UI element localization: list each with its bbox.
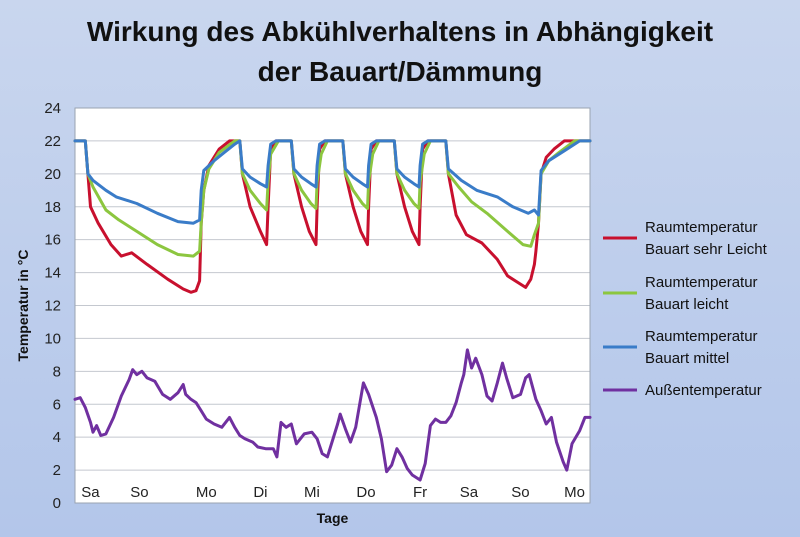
- y-tick-label: 22: [44, 133, 61, 150]
- x-tick-label: Do: [356, 484, 375, 501]
- y-tick-label: 14: [44, 265, 61, 282]
- legend-label-1: Bauart sehr Leicht: [645, 241, 768, 258]
- legend-label-3: Bauart mittel: [645, 350, 729, 367]
- y-tick-label: 2: [53, 462, 61, 479]
- legend: Raumtemperatur Bauart sehr Leicht Raumtemp…: [603, 219, 768, 399]
- series-line-4: [73, 348, 592, 482]
- legend-label-1: Raumtemperatur: [645, 219, 758, 236]
- y-tick-label: 8: [53, 363, 61, 380]
- series-lines: [73, 139, 592, 482]
- x-tick-label: Mi: [304, 484, 320, 501]
- legend-label-2: Bauart leicht: [645, 296, 729, 313]
- y-tick-label: 18: [44, 199, 61, 216]
- chart-title: Wirkung des Abkühlverhaltens in Abhängig…: [0, 12, 800, 92]
- y-tick-label: 10: [44, 330, 61, 347]
- legend-label-2: Raumtemperatur: [645, 274, 758, 291]
- y-tick-label: 20: [44, 166, 61, 183]
- x-tick-label: Di: [253, 484, 267, 501]
- y-tick-label: 0: [53, 495, 61, 512]
- x-axis-ticks: Sa So Mo Di Mi Do Fr Sa So Mo: [81, 484, 585, 501]
- x-tick-label: Fr: [413, 484, 427, 501]
- y-tick-label: 24: [44, 100, 61, 117]
- y-tick-label: 12: [44, 298, 61, 315]
- legend-label-3: Raumtemperatur: [645, 328, 758, 345]
- plot-area: [74, 107, 591, 504]
- x-tick-label: Sa: [81, 484, 100, 501]
- x-tick-label: Mo: [196, 484, 217, 501]
- legend-label-4: Außentemperatur: [645, 382, 762, 399]
- chart-title-line1: Wirkung des Abkühlverhaltens in Abhängig…: [86, 16, 714, 47]
- x-axis-label: Tage: [317, 510, 349, 526]
- y-tick-label: 4: [53, 429, 61, 446]
- x-tick-label: Mo: [564, 484, 585, 501]
- y-axis-label: Temperatur in °C: [15, 250, 31, 362]
- series-line-3: [73, 139, 592, 225]
- x-tick-label: So: [511, 484, 529, 501]
- x-tick-label: Sa: [460, 484, 479, 501]
- x-tick-label: So: [130, 484, 148, 501]
- chart-title-line2: der Bauart/Dämmung: [257, 56, 543, 87]
- y-tick-label: 6: [53, 396, 61, 413]
- y-tick-label: 16: [44, 232, 61, 249]
